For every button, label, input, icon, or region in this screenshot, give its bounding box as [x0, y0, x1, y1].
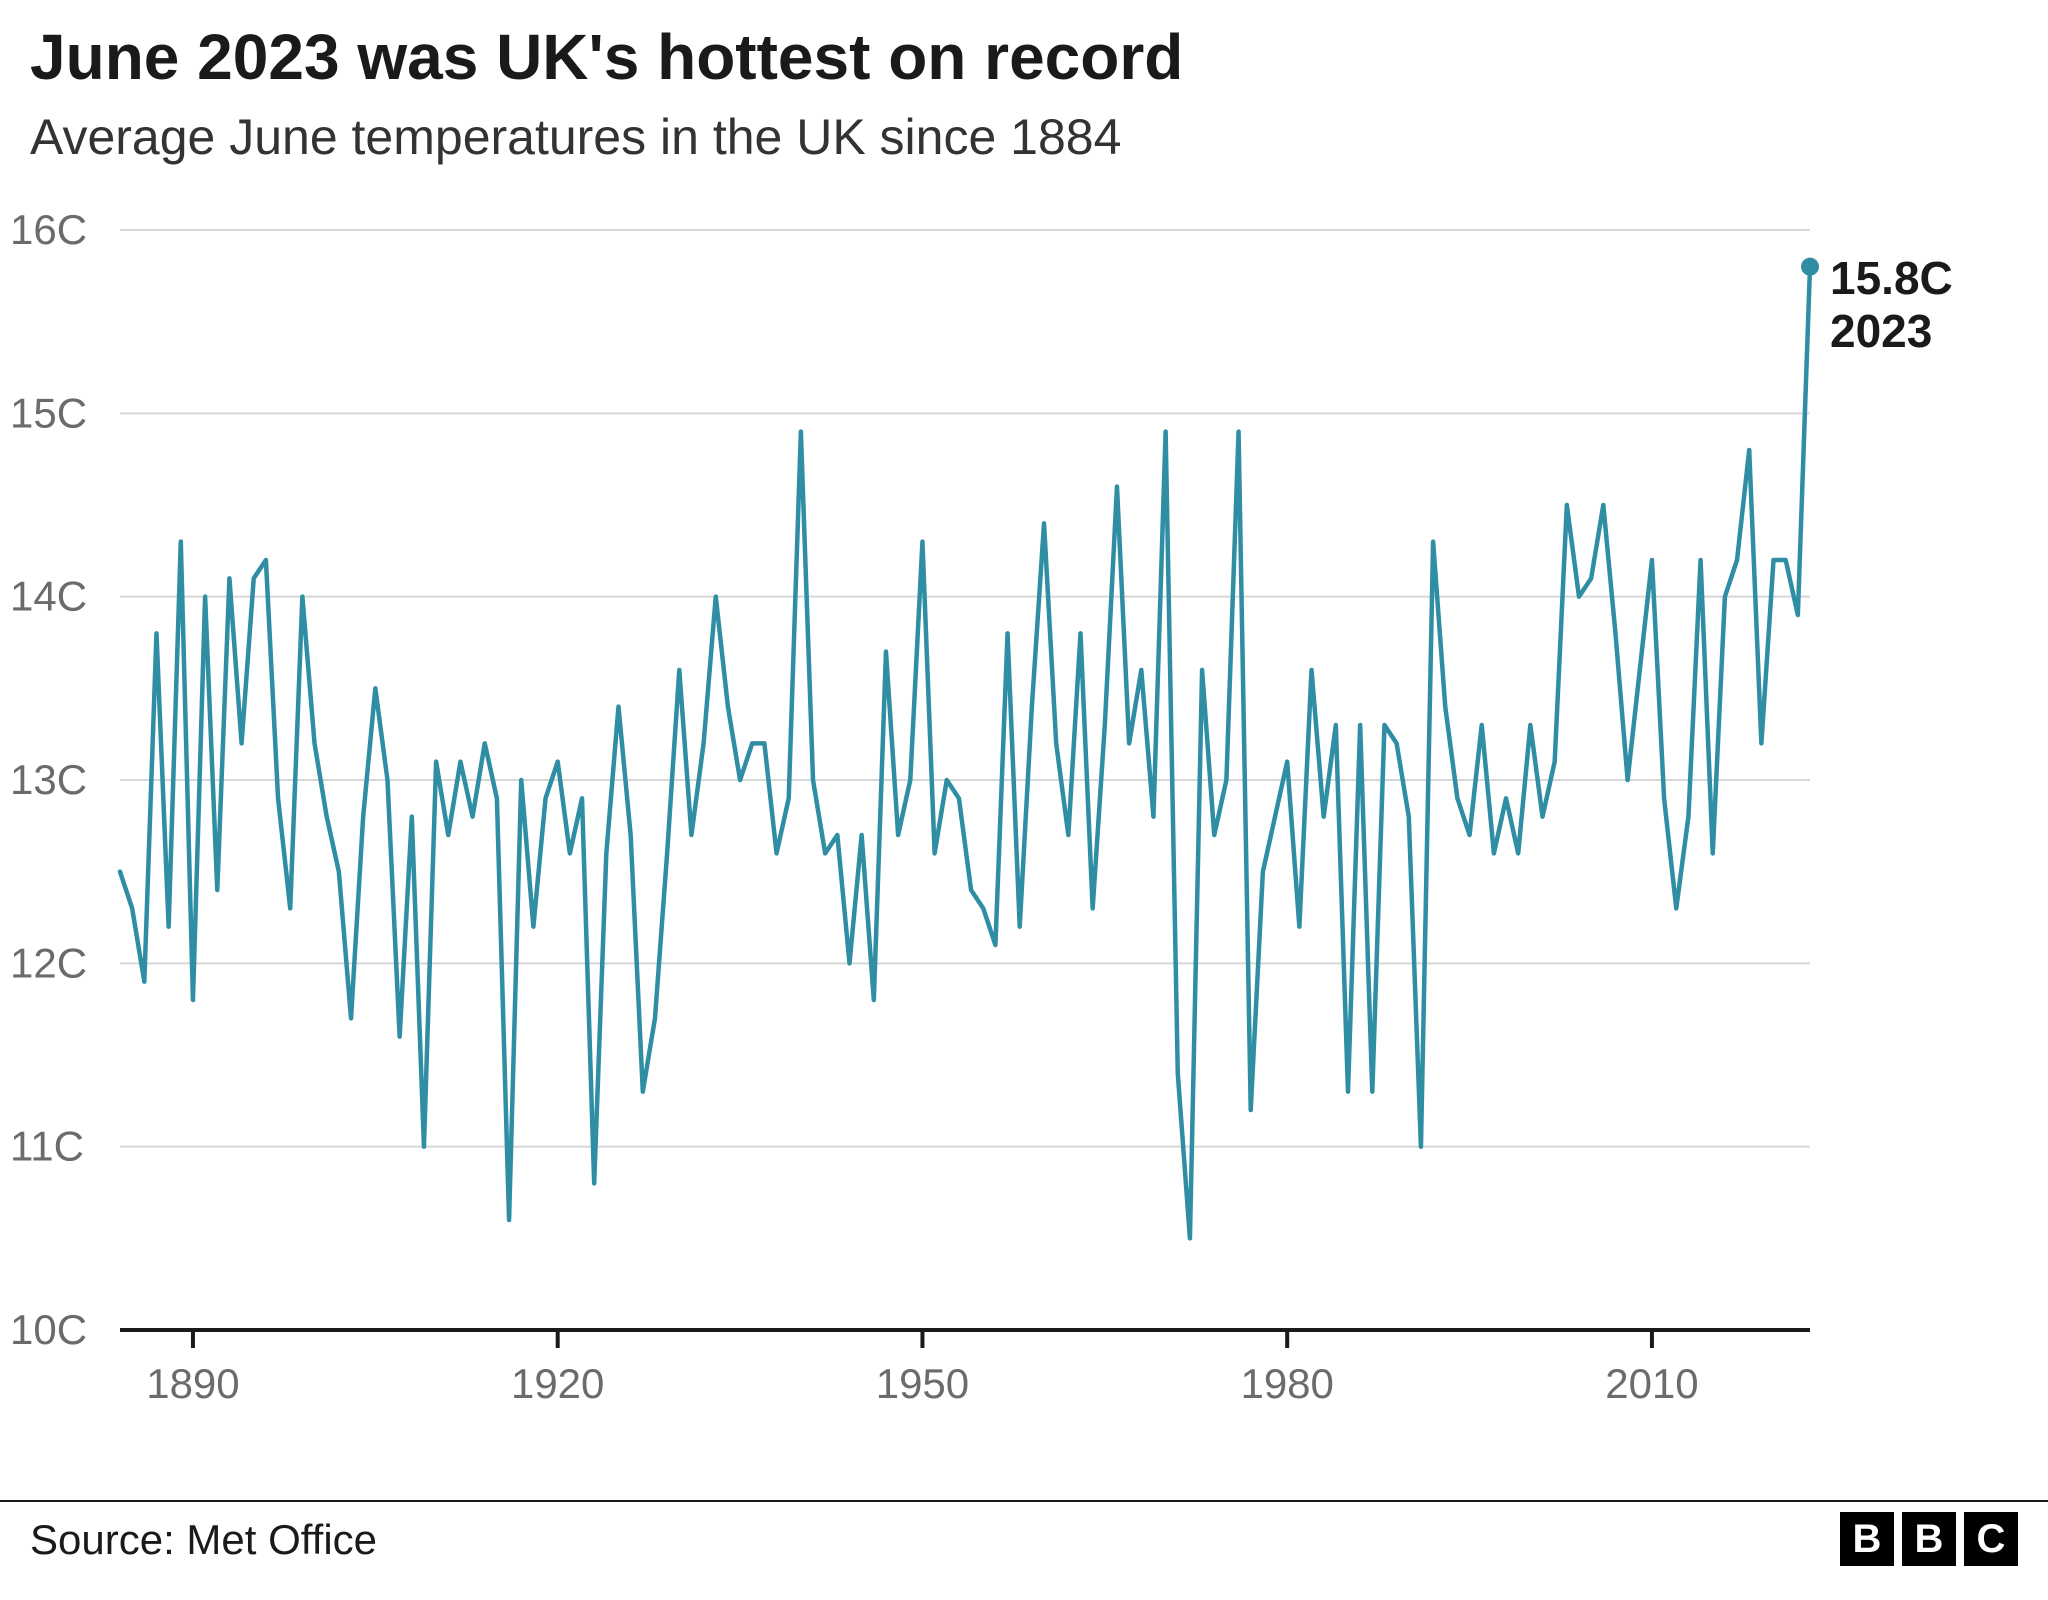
source-label: Source: Met Office	[30, 1516, 377, 1564]
svg-text:1950: 1950	[876, 1360, 969, 1407]
svg-text:16C: 16C	[10, 206, 87, 253]
line-chart: 10C 11C 12C 13C 14C 15C 16C 1890 1920 1950 1980 201…	[10, 200, 2038, 1470]
svg-text:12C: 12C	[10, 939, 87, 986]
chart-title: June 2023 was UK's hottest on record	[30, 20, 1183, 94]
svg-text:2010: 2010	[1605, 1360, 1698, 1407]
bbc-logo-block: C	[1964, 1512, 2018, 1566]
svg-text:13C: 13C	[10, 756, 87, 803]
bbc-logo-block: B	[1840, 1512, 1894, 1566]
svg-text:14C: 14C	[10, 573, 87, 620]
bbc-logo-block: B	[1902, 1512, 1956, 1566]
callout-value: 15.8C	[1830, 252, 1953, 305]
final-point-callout: 15.8C 2023	[1830, 252, 1953, 358]
footer-divider	[0, 1500, 2048, 1502]
chart-subtitle: Average June temperatures in the UK sinc…	[30, 108, 1121, 166]
callout-year: 2023	[1830, 305, 1953, 358]
bbc-logo: B B C	[1840, 1512, 2018, 1566]
svg-text:10C: 10C	[10, 1306, 87, 1353]
chart-area: 10C 11C 12C 13C 14C 15C 16C 1890 1920 1950 1980 201…	[10, 200, 2038, 1470]
svg-text:1890: 1890	[146, 1360, 239, 1407]
svg-text:1920: 1920	[511, 1360, 604, 1407]
svg-text:1980: 1980	[1240, 1360, 1333, 1407]
svg-text:15C: 15C	[10, 389, 87, 436]
svg-text:11C: 11C	[10, 1123, 84, 1170]
